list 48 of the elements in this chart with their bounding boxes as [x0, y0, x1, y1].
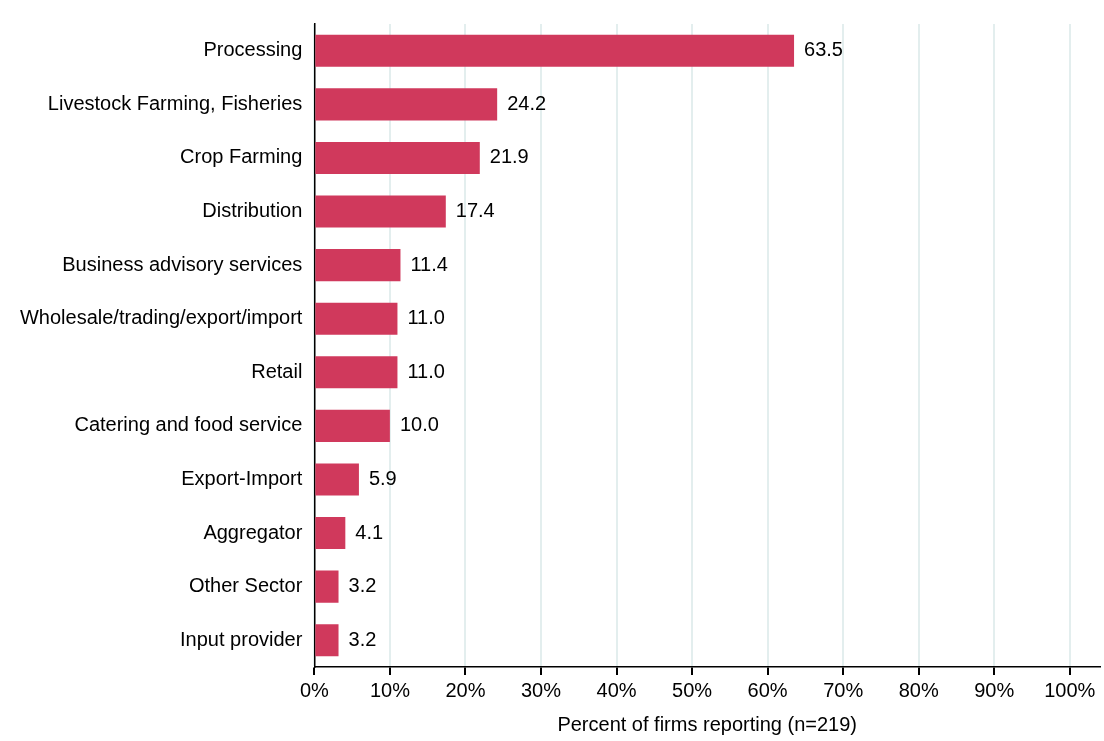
x-tick-label: 30% [520, 678, 562, 701]
data-label: 17.4 [455, 199, 495, 222]
data-label: 11.0 [407, 359, 445, 382]
y-tick-label: Catering and food service [74, 413, 303, 436]
bar [315, 570, 339, 603]
x-axis-title: Percent of firms reporting (n=219) [557, 712, 857, 735]
y-tick-label: Export-Import [181, 466, 303, 489]
x-tick-label: 100% [1044, 678, 1096, 701]
y-tick-label: Other Sector [188, 574, 303, 597]
data-label: 11.4 [410, 252, 448, 275]
y-tick-label: Livestock Farming, Fisheries [47, 91, 303, 114]
x-tick-label: 40% [596, 678, 637, 701]
x-tick-label: 90% [974, 678, 1015, 701]
bar [315, 409, 390, 442]
bar [315, 356, 398, 389]
bar [315, 463, 359, 496]
data-label: 24.2 [507, 91, 547, 114]
data-label: 21.9 [489, 145, 529, 168]
data-label: 5.9 [368, 466, 397, 489]
bar [315, 302, 398, 335]
bar [315, 249, 401, 282]
data-label: 63.5 [804, 38, 843, 61]
y-tick-label: Input provider [180, 627, 303, 650]
y-tick-label: Wholesale/trading/export/import [19, 306, 303, 329]
bar [315, 195, 446, 228]
x-tick-label: 80% [898, 678, 939, 701]
y-tick-label: Business advisory services [62, 252, 303, 275]
x-tick-label: 20% [445, 678, 486, 701]
data-label: 10.0 [399, 413, 439, 436]
bar [315, 88, 498, 121]
x-tick-label: 50% [672, 678, 713, 701]
y-tick-label: Retail [251, 359, 303, 382]
x-tick-label: 10% [369, 678, 411, 701]
data-label: 3.2 [348, 627, 377, 650]
bar [315, 624, 339, 657]
data-label: 4.1 [355, 520, 384, 543]
data-label: 3.2 [348, 574, 377, 597]
data-label: 11.0 [407, 306, 445, 329]
bar [315, 516, 346, 550]
x-tick-label: 70% [823, 678, 864, 701]
y-tick-label: Distribution [202, 199, 303, 222]
bar [315, 34, 795, 67]
y-tick-label: Aggregator [203, 520, 303, 543]
y-tick-label: Crop Farming [180, 145, 303, 168]
y-tick-label: Processing [203, 38, 303, 61]
x-tick-label: 0% [299, 678, 330, 701]
bar [315, 141, 480, 175]
x-tick-label: 60% [747, 678, 788, 701]
